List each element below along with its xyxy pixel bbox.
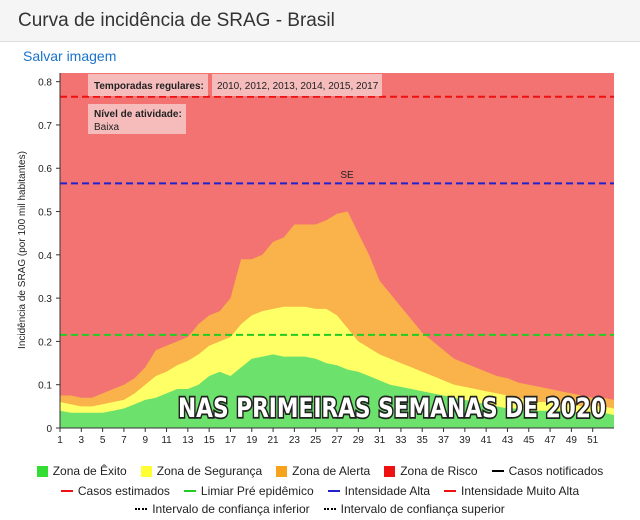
- legend-swatch: [36, 465, 48, 477]
- x-tick-label: 3: [79, 435, 85, 446]
- page-title: Curva de incidência de SRAG - Brasil: [18, 10, 335, 31]
- legend-item[interactable]: Limiar Pré epidêmico: [183, 484, 314, 498]
- x-tick-label: 39: [459, 435, 471, 446]
- seasons-label-box: [88, 74, 208, 96]
- seasons-value-box: [212, 74, 382, 96]
- legend-swatch: [323, 508, 336, 510]
- legend-swatch: [444, 490, 457, 492]
- legend-swatch: [135, 508, 148, 510]
- legend-item[interactable]: Casos estimados: [60, 484, 170, 498]
- legend-swatch: [140, 465, 152, 477]
- y-tick-label: 0.6: [38, 164, 52, 175]
- legend-item[interactable]: Zona de Alerta: [276, 464, 370, 478]
- y-tick-label: 0.5: [38, 208, 52, 219]
- legend-item[interactable]: Intervalo de confiança inferior: [135, 502, 310, 516]
- legend-item[interactable]: Zona de Segurança: [140, 464, 263, 478]
- y-tick-label: 0.7: [38, 121, 52, 132]
- legend-label: Intensidade Alta: [344, 484, 431, 498]
- x-tick-label: 25: [310, 435, 322, 446]
- legend-swatch: [60, 490, 73, 492]
- x-tick-label: 11: [161, 435, 172, 446]
- x-tick-label: 43: [502, 435, 514, 446]
- y-tick-label: 0.1: [38, 381, 52, 392]
- y-tick-label: 0: [46, 424, 52, 435]
- activity-value: Baixa: [94, 122, 119, 133]
- legend-item[interactable]: Zona de Êxito: [36, 464, 127, 478]
- x-tick-label: 9: [142, 435, 148, 446]
- legend-swatch: [327, 490, 340, 492]
- x-tick-label: 51: [587, 435, 599, 446]
- legend-label: Zona de Êxito: [52, 464, 127, 478]
- legend-item[interactable]: Intensidade Alta: [327, 484, 431, 498]
- x-tick-label: 31: [374, 435, 386, 446]
- legend-label: Zona de Alerta: [292, 464, 371, 478]
- x-tick-label: 7: [121, 435, 127, 446]
- legend-row: Intervalo de confiança inferior Intervalo…: [0, 500, 640, 518]
- x-tick-label: 13: [182, 435, 194, 446]
- activity-label: Nível de atividade:: [94, 109, 182, 120]
- x-tick-label: 21: [268, 435, 280, 446]
- legend-label: Limiar Pré epidêmico: [200, 484, 314, 498]
- x-tick-label: 47: [545, 435, 557, 446]
- page-header: Curva de incidência de SRAG - Brasil: [0, 0, 640, 42]
- legend-swatch: [276, 465, 288, 477]
- x-tick-label: 15: [204, 435, 216, 446]
- x-axis-title: SE: [340, 170, 354, 181]
- x-tick-label: 27: [331, 435, 343, 446]
- legend-item[interactable]: Zona de Risco: [384, 464, 478, 478]
- legend-label: Zona de Segurança: [156, 464, 263, 478]
- legend-row: Zona de Êxito Zona de Segurança Zona de Al…: [0, 462, 640, 480]
- x-tick-label: 1: [57, 435, 63, 446]
- legend-swatch: [384, 465, 396, 477]
- x-tick-label: 35: [417, 435, 429, 446]
- seasons-value: 2010, 2012, 2013, 2014, 2015, 2017: [217, 81, 379, 92]
- legend-label: Intensidade Muito Alta: [461, 484, 580, 498]
- y-tick-label: 0.2: [38, 337, 52, 348]
- legend-label: Intervalo de confiança inferior: [152, 502, 310, 516]
- activity-box: [88, 104, 186, 134]
- x-tick-label: 33: [395, 435, 407, 446]
- y-axis-title: Incidência de SRAG (por 100 mil habitant…: [17, 151, 28, 349]
- zone-exito-area: [60, 354, 614, 428]
- x-tick-label: 37: [438, 435, 450, 446]
- x-tick-label: 49: [566, 435, 578, 446]
- legend-label: Intervalo de confiança superior: [340, 502, 505, 516]
- x-tick-label: 23: [289, 435, 301, 446]
- legend-row: Casos estimados Limiar Pré epidêmico Inten…: [0, 482, 640, 500]
- legend-item[interactable]: Intervalo de confiança superior: [323, 502, 505, 516]
- x-tick-label: 29: [353, 435, 365, 446]
- legend-label: Casos estimados: [77, 484, 170, 498]
- y-tick-label: 0.3: [38, 294, 52, 305]
- seasons-label: Temporadas regulares:: [94, 81, 204, 92]
- legend-swatch: [491, 470, 504, 472]
- overlay-caption: NAS PRIMEIRAS SEMANAS DE 2020: [178, 393, 606, 424]
- legend-label: Casos notificados: [508, 464, 604, 478]
- legend-swatch: [183, 490, 196, 492]
- legend-item[interactable]: Intensidade Muito Alta: [444, 484, 579, 498]
- legend-label: Zona de Risco: [400, 464, 478, 478]
- legend-item[interactable]: Casos notificados: [491, 464, 604, 478]
- x-tick-label: 5: [100, 435, 106, 446]
- save-image-link[interactable]: Salvar imagem: [23, 48, 117, 64]
- x-tick-label: 17: [225, 435, 237, 446]
- x-tick-label: 19: [246, 435, 258, 446]
- y-tick-label: 0.4: [38, 251, 52, 262]
- y-tick-label: 0.8: [38, 78, 52, 89]
- x-tick-label: 41: [481, 435, 493, 446]
- x-tick-label: 45: [523, 435, 535, 446]
